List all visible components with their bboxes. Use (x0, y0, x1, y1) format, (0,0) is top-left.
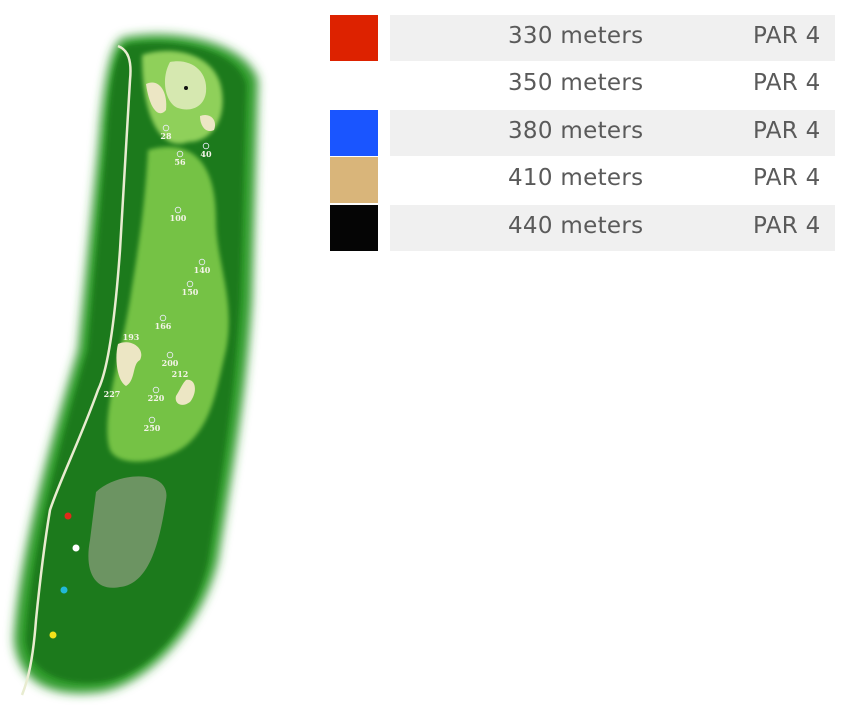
tee-par: PAR 4 (753, 213, 821, 239)
tee-length: 330 meters (508, 23, 644, 49)
distance-label: 193 (123, 332, 140, 342)
yardage-circle-icon (159, 314, 167, 322)
tee-par: PAR 4 (753, 70, 821, 96)
tee-row: 440 meters PAR 4 (330, 205, 835, 251)
tee-par: PAR 4 (753, 118, 821, 144)
distance-marker: 100 (170, 206, 187, 223)
tee-row: 410 meters PAR 4 (330, 157, 835, 203)
distance-label: 40 (200, 149, 212, 159)
bunker (200, 114, 216, 132)
distance-marker: 150 (182, 280, 199, 297)
distance-marker: 200 (162, 351, 179, 368)
distance-label: 220 (148, 393, 165, 403)
tee-length: 410 meters (508, 165, 644, 191)
distance-marker: 193 (123, 332, 140, 342)
distance-marker: 140 (194, 258, 211, 275)
row-background: 330 meters PAR 4 (390, 15, 835, 61)
tee-marker-dot (72, 544, 80, 552)
distance-marker: 220 (148, 386, 165, 403)
distance-marker: 40 (200, 142, 212, 159)
waste-area (88, 476, 167, 588)
tee-color-swatch (330, 62, 378, 108)
distance-label: 150 (182, 287, 199, 297)
tee-marker-dot (49, 631, 57, 639)
row-background: 350 meters PAR 4 (390, 62, 835, 108)
tee-color-swatch (330, 15, 378, 61)
tee-row: 380 meters PAR 4 (330, 110, 835, 156)
green (164, 61, 207, 110)
tee-length: 380 meters (508, 118, 644, 144)
tee-row: 350 meters PAR 4 (330, 62, 835, 108)
tee-marker-dot (60, 586, 68, 594)
yardage-circle-icon (202, 142, 210, 150)
yardage-circle-icon (148, 416, 156, 424)
yardage-circle-icon (166, 351, 174, 359)
distance-marker: 212 (172, 369, 189, 379)
distance-marker: 227 (104, 389, 121, 399)
tee-par: PAR 4 (753, 23, 821, 49)
distance-label: 140 (194, 265, 211, 275)
tee-markers (49, 512, 80, 639)
fairway (107, 146, 229, 462)
tee-color-swatch (330, 157, 378, 203)
distance-label: 212 (172, 369, 189, 379)
yardage-circle-icon (198, 258, 206, 266)
row-background: 440 meters PAR 4 (390, 205, 835, 251)
hole-pin (184, 86, 188, 90)
distance-label: 56 (174, 157, 186, 167)
tee-length: 440 meters (508, 213, 644, 239)
bunker (146, 82, 167, 114)
tee-marker-dot (64, 512, 72, 520)
yardage-circle-icon (162, 124, 170, 132)
distance-label: 227 (104, 389, 121, 399)
yardage-circle-icon (152, 386, 160, 394)
tee-color-swatch (330, 110, 378, 156)
tee-row: 330 meters PAR 4 (330, 15, 835, 61)
distance-label: 28 (160, 131, 172, 141)
yardage-circle-icon (186, 280, 194, 288)
yardage-circle-icon (176, 150, 184, 158)
distance-marker: 166 (155, 314, 172, 331)
tee-length: 350 meters (508, 70, 644, 96)
row-background: 410 meters PAR 4 (390, 157, 835, 203)
tee-color-swatch (330, 205, 378, 251)
yardage-circle-icon (174, 206, 182, 214)
cart-path (20, 44, 132, 696)
distance-marker: 28 (160, 124, 172, 141)
bunker (175, 379, 195, 405)
distance-label: 200 (162, 358, 179, 368)
row-background: 380 meters PAR 4 (390, 110, 835, 156)
distance-label: 166 (155, 321, 172, 331)
distance-label: 250 (144, 423, 161, 433)
tee-par: PAR 4 (753, 165, 821, 191)
bunkers (116, 82, 216, 405)
distance-marker: 250 (144, 416, 161, 433)
distance-marker: 56 (174, 150, 186, 167)
distance-label: 100 (170, 213, 187, 223)
bunker (116, 342, 142, 386)
